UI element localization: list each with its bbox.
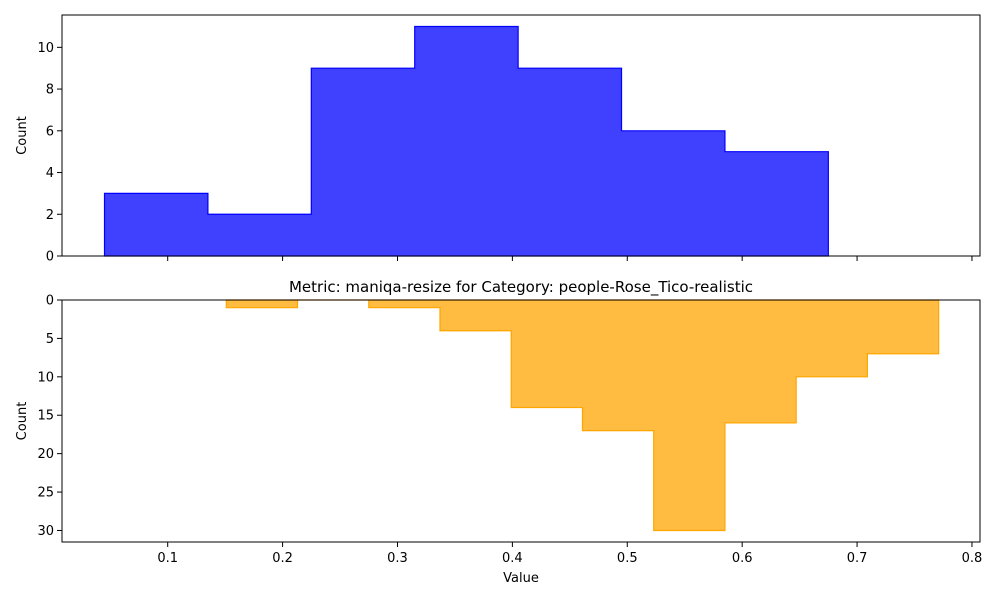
y-tick-label-1-2: 10 [37,370,54,385]
y-axis-label-1: Count [15,402,30,441]
upper-histogram-axes: 0 2 4 6 8 10 Count [15,14,981,265]
axes-frame-0 [61,14,981,257]
y-tick-label-0-0: 0 [46,250,54,265]
y-tick-label-1-1: 5 [46,332,54,347]
x-tick-label-1-0: 0.1 [157,551,178,566]
chart-title-1: Metric: maniqa-resize for Category: peop… [289,278,753,297]
x-axis-label-1: Value [503,571,539,586]
y-axis-label-0: Count [15,116,30,155]
y-tick-label-1-4: 20 [37,447,54,462]
axes-frame-1 [61,299,981,543]
lower-histogram-axes: 0.1 0.2 0.3 0.4 0.5 0.6 0.7 0.8 0 5 10 15 20 25 30 Coun… [15,278,982,586]
y-tick-label-1-5: 25 [37,486,54,501]
x-tick-label-1-2: 0.3 [387,551,408,566]
histogram-series-0-0 [103,25,829,257]
y-tick-label-1-3: 15 [37,409,54,424]
histogram-series-1-0 [225,299,940,532]
y-tick-label-1-0: 0 [46,294,54,309]
y-tick-label-0-2: 4 [46,166,54,181]
x-tick-label-1-1: 0.2 [272,551,293,566]
x-tick-label-1-6: 0.7 [847,551,868,566]
y-tick-label-0-3: 6 [46,124,54,139]
x-tick-label-1-5: 0.6 [732,551,753,566]
x-tick-label-1-7: 0.8 [962,551,983,566]
x-tick-label-1-4: 0.5 [617,551,638,566]
x-tick-label-1-3: 0.4 [502,551,523,566]
y-tick-label-0-5: 10 [37,41,54,56]
y-tick-label-1-6: 30 [37,524,54,539]
y-tick-label-0-4: 8 [46,83,54,98]
y-tick-label-0-1: 2 [46,208,54,223]
